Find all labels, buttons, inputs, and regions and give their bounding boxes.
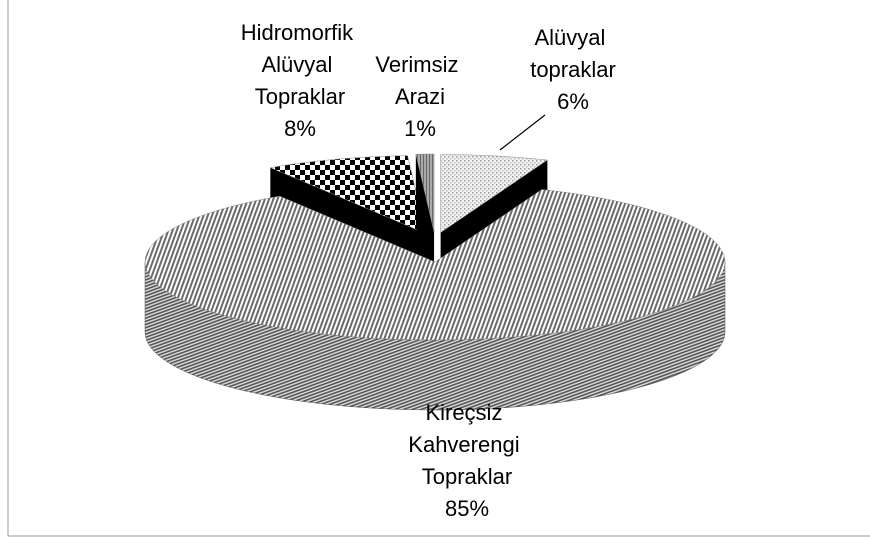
label-line: Kahverengi bbox=[408, 432, 525, 457]
slice bbox=[269, 155, 427, 234]
label-line: Topraklar bbox=[422, 464, 512, 489]
label-line: topraklar bbox=[530, 57, 616, 82]
label-line: Verimsiz bbox=[375, 52, 464, 77]
label-line: Arazi bbox=[395, 84, 445, 109]
label-line: Hidromorfik bbox=[241, 20, 360, 45]
slice-label: Alüvyal topraklar bbox=[530, 25, 616, 82]
label-line: Kireçsiz bbox=[425, 400, 508, 425]
slice bbox=[415, 153, 435, 233]
label-line: Alüvyal bbox=[261, 52, 338, 77]
value-label: 6% bbox=[557, 89, 589, 114]
slice-label: Verimsiz Arazi bbox=[375, 52, 464, 109]
slice-label: Hidromorfik Alüvyal Topraklar bbox=[241, 20, 360, 109]
value-label: 1% bbox=[404, 116, 436, 141]
slice bbox=[440, 154, 549, 234]
slice-label: Kireçsiz Kahverengi Topraklar bbox=[408, 400, 525, 489]
slice bbox=[144, 189, 726, 341]
label-line: Topraklar bbox=[255, 84, 345, 109]
value-label: 85% bbox=[445, 496, 489, 521]
label-line: Alüvyal bbox=[534, 25, 611, 50]
leader-line bbox=[499, 114, 546, 151]
value-label: 8% bbox=[284, 116, 316, 141]
